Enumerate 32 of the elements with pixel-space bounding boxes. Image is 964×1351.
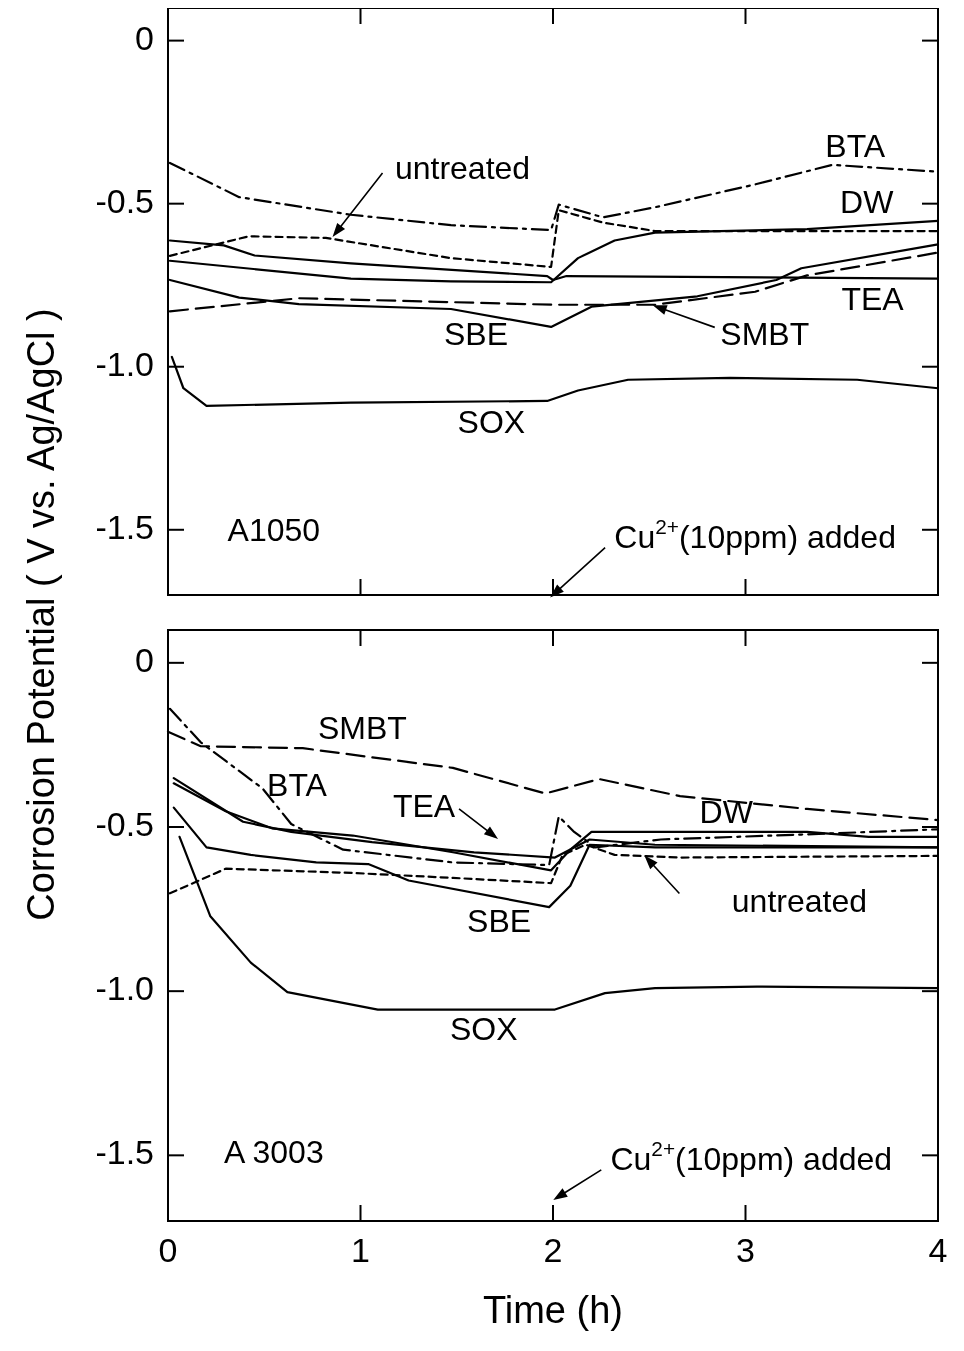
x-tick-label: 2 — [543, 1230, 563, 1269]
x-tick-label: 1 — [351, 1230, 370, 1269]
annotation: A1050 — [227, 512, 321, 549]
x-tick-label: 3 — [736, 1230, 755, 1269]
legend-label: TEA — [392, 788, 456, 825]
y-tick-label: -1.5 — [95, 1133, 154, 1172]
y-tick-label: 0 — [135, 18, 154, 57]
legend-label: SMBT — [720, 316, 810, 353]
series-label: SMBT — [317, 710, 407, 747]
series-label: BTA — [825, 128, 886, 165]
annotation: Cu$^{2+}$(10ppm) added — [610, 1136, 893, 1178]
series-label: untreated — [731, 882, 868, 919]
x-tick-label: 4 — [928, 1230, 948, 1269]
y-tick-label: -1.5 — [95, 507, 154, 546]
y-tick-label: -0.5 — [95, 181, 154, 220]
series-label: SOX — [449, 1011, 518, 1047]
series-label: BTA — [267, 767, 328, 804]
annotation: Cu$^{2+}$(10ppm) added — [614, 514, 896, 556]
series-label: SBE — [467, 903, 532, 940]
series-label: DW — [840, 184, 895, 221]
y-tick-label: -1.0 — [95, 969, 154, 1008]
series-label: SBE — [443, 316, 509, 353]
series-label: TEA — [841, 280, 905, 317]
y-tick-label: 0 — [135, 640, 154, 679]
y-tick-label: -0.5 — [95, 804, 154, 843]
y-tick-label: -1.0 — [95, 344, 154, 383]
series-label: untreated — [394, 150, 531, 187]
x-axis-title: Time (h) — [482, 1289, 624, 1332]
series-label: DW — [699, 793, 754, 830]
series-label: SOX — [457, 404, 526, 441]
y-axis-title: Corrosion Potential ( V vs. Ag/AgCl ) — [20, 308, 63, 921]
annotation: A 3003 — [224, 1134, 324, 1171]
